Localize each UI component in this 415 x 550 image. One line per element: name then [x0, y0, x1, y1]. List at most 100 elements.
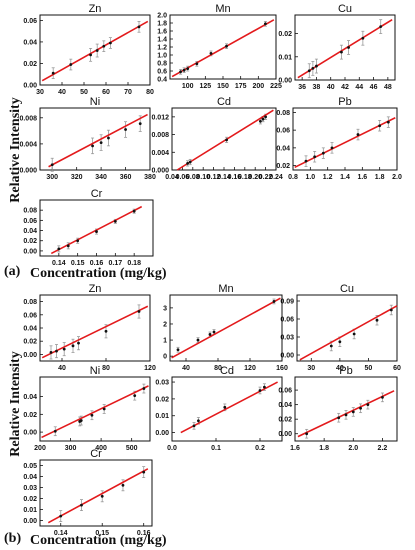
x-tick-label: 40 — [58, 89, 66, 96]
x-tick-label: 0.14 — [217, 174, 231, 181]
panel-title-a-zn: Zn — [89, 3, 102, 15]
panel-title-b-cu: Cu — [340, 283, 354, 295]
panel-label-a: (a) — [4, 264, 21, 279]
x-tick-label: 40 — [58, 365, 66, 372]
y-tick-label: 0.012 — [151, 114, 169, 121]
x-tick-label: 0.2 — [255, 445, 265, 452]
y-tick-label: 0.02 — [23, 496, 37, 503]
x-tick-label: 0.8 — [288, 174, 298, 181]
x-tick-label: 0.16 — [137, 530, 151, 537]
data-point — [121, 483, 125, 487]
data-point — [225, 44, 228, 48]
panel-b-zn: Zn 40 80 120 0.00 0.02 0.04 0.06 0.08 — [23, 283, 156, 372]
x-tick-label: 340 — [95, 174, 107, 181]
fit-line-b-cd — [180, 381, 278, 434]
panel-b-cu: Cu 30 40 50 60 0.00 0.03 0.06 0.09 — [280, 283, 401, 372]
x-tick-label: 120 — [244, 365, 256, 372]
x-tick-label: 0.16 — [228, 174, 242, 181]
x-tick-label: 360 — [120, 174, 132, 181]
data-point — [272, 300, 276, 303]
data-point — [258, 389, 262, 392]
fit-line-a-ni — [48, 113, 148, 168]
data-point — [53, 429, 57, 433]
data-point — [344, 413, 348, 417]
y-tick-label: 0.04 — [23, 228, 37, 235]
data-point — [347, 46, 350, 49]
data-point — [379, 25, 383, 29]
y-tick-label: 2.0 — [157, 13, 167, 20]
x-tick-label: 70 — [124, 89, 132, 96]
x-tick-label: 2.0 — [348, 445, 358, 452]
y-tick-label: 0.00 — [280, 353, 294, 360]
data-point — [79, 419, 83, 422]
fit-line-a-mn — [171, 19, 275, 78]
y-tick-label: 0.6 — [157, 69, 167, 76]
x-tick-label: 1.2 — [323, 174, 333, 181]
y-tick-label: 0.02 — [278, 31, 292, 38]
x-tick-label: 60 — [102, 89, 110, 96]
x-tick-label: 30 — [307, 365, 315, 372]
y-tick-label: 0.03 — [280, 335, 294, 342]
data-point — [51, 71, 55, 75]
y-tick-label: 0.008 — [151, 132, 169, 139]
data-point — [212, 330, 216, 334]
panel-a-cu: Cu 36 38 40 42 44 46 48 0.00 0.01 0.02 — [278, 3, 396, 91]
y-tick-label: 0.02 — [23, 61, 37, 68]
panel-title-a-pb: Pb — [338, 96, 351, 108]
data-point — [330, 146, 334, 150]
y-tick-label: 0.03 — [23, 485, 37, 492]
y-axis-label-a: Relative Intensity — [8, 97, 23, 202]
fit-line-b-cr — [47, 468, 149, 524]
x-tick-label: 2.0 — [392, 174, 402, 181]
x-tick-label: 44 — [355, 84, 363, 91]
x-tick-label: 38 — [313, 84, 321, 91]
data-point — [71, 344, 75, 348]
data-point — [104, 329, 108, 333]
x-tick-label: 500 — [126, 445, 138, 452]
data-point — [69, 63, 73, 66]
data-point — [366, 403, 370, 407]
data-point — [337, 416, 341, 420]
y-tick-label: 0.06 — [276, 128, 290, 135]
x-axis-label-a: Concentration (mg/kg) — [30, 266, 167, 281]
x-tick-label: 300 — [65, 445, 77, 452]
data-point — [99, 141, 103, 144]
data-point — [264, 22, 267, 26]
data-point — [107, 136, 110, 140]
y-tick-label: 0.00 — [278, 431, 292, 438]
data-point — [132, 209, 136, 213]
x-tick-label: 40 — [327, 84, 335, 91]
data-point — [195, 62, 199, 66]
data-point — [386, 120, 390, 124]
fit-line-b-cu — [299, 305, 398, 361]
panel-title-b-ni: Ni — [90, 365, 100, 377]
panel-a-pb: Pb 0.8 1.0 1.2 1.4 1.6 1.8 2.0 0.02 0.04 0.06 0.08 — [276, 96, 402, 181]
data-point — [55, 349, 58, 353]
y-tick-label: 0.04 — [276, 145, 290, 152]
y-tick-label: 2 — [163, 321, 167, 328]
data-point — [100, 494, 104, 498]
x-tick-label: 200 — [252, 83, 264, 90]
data-point — [329, 344, 333, 348]
plot-frame-b-pb — [294, 376, 398, 442]
x-tick-label: 150 — [217, 83, 229, 90]
data-point — [375, 318, 379, 322]
data-point — [102, 44, 106, 48]
data-point — [59, 514, 63, 518]
y-tick-label: 1.6 — [157, 29, 167, 36]
y-tick-label: 0.08 — [276, 110, 290, 117]
plot-frame-b-ni — [39, 376, 151, 442]
panel-label-b: (b) — [4, 531, 21, 546]
panel-title-b-mn: Mn — [218, 283, 233, 295]
data-point — [133, 394, 137, 398]
panel-a-ni: Ni 300 320 340 360 380 0.000 0.004 0.008 — [19, 96, 155, 181]
panel-title-b-cr: Cr — [90, 448, 102, 460]
panel-title-a-ni: Ni — [90, 96, 100, 108]
x-tick-label: 1.8 — [319, 445, 329, 452]
y-tick-label: 0.06 — [278, 388, 292, 395]
y-tick-label: 0.8 — [157, 61, 167, 68]
y-tick-label: 1.0 — [157, 53, 167, 60]
panel-title-a-mn: Mn — [215, 3, 230, 15]
x-tick-label: 1.6 — [290, 445, 300, 452]
fit-line-b-ni — [41, 385, 149, 439]
